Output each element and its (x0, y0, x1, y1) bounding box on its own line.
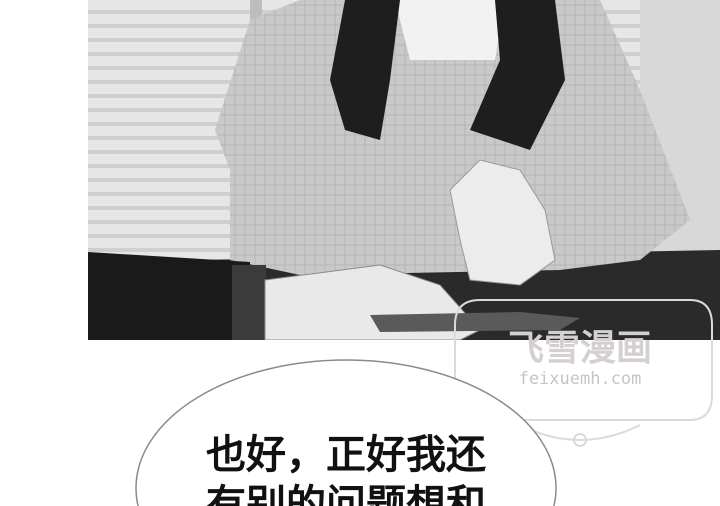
speech-bubble: 也好，正好我还 有别的问题想和 (135, 359, 557, 506)
bubble-line: 有别的问题想和 (206, 482, 486, 506)
bubble-line: 也好，正好我还 (206, 432, 487, 478)
watermark-url: feixuemh.com (519, 369, 642, 389)
manga-photo (88, 0, 720, 340)
watermark: 飞雪漫画 feixuemh.com (454, 299, 713, 447)
watermark-title: 飞雪漫画 (508, 328, 652, 369)
